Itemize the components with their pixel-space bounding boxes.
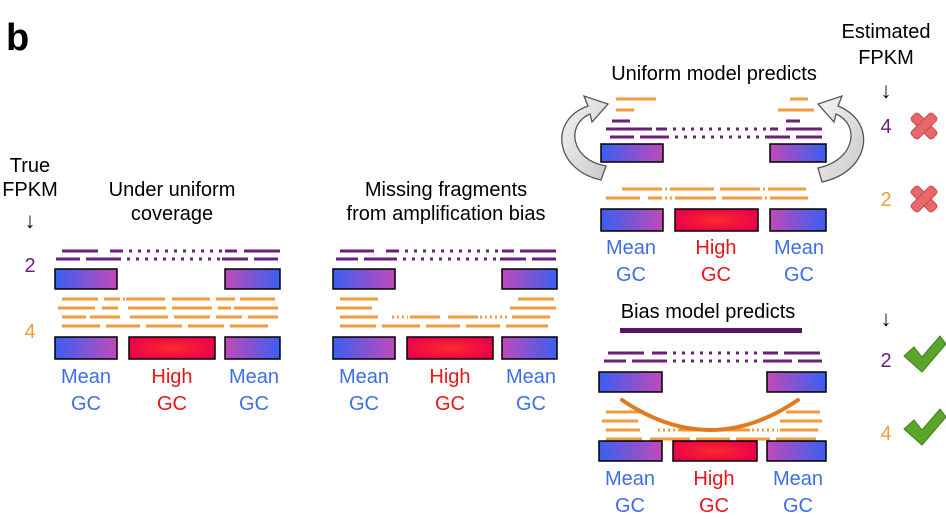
gc-high-label: High [695,237,736,259]
checkmark-icon [903,408,946,446]
gc-label: GC [616,264,646,286]
purple-reads [604,351,822,363]
uniform-estimate-orange: 2 [880,189,891,211]
exon-right-bar [224,268,281,290]
gc-label: GC [435,393,465,415]
exon-right-bar-2 [766,440,827,462]
purple-reads [336,249,556,261]
gc-mean-label: Mean [61,366,111,388]
gc-high-label: High [693,468,734,490]
exon-middle-high-gc-bar [128,336,216,360]
exon-left-bar-2 [332,336,396,360]
exon-right-bar [769,143,827,163]
panel1-title-2: coverage [131,203,213,225]
orange-reads [602,410,822,441]
exon-left-bar [598,371,663,393]
gc-mean-label: Mean [773,468,823,490]
panel2-title-1: Missing fragments [365,179,527,201]
panel1-title-1: Under uniform [109,179,236,201]
exon-left-bar [600,143,664,163]
bias-estimate-orange: 4 [880,423,891,445]
purple-reads [56,249,280,261]
true-fpkm-label-1: True [10,155,50,177]
bias-estimate-purple: 2 [880,350,891,372]
down-arrow-icon: ↓ [881,306,892,331]
gc-label: GC [157,393,187,415]
orange-reads [606,187,808,200]
exon-right-bar-2 [769,208,827,232]
gc-mean-label: Mean [339,366,389,388]
exon-left-bar [332,268,396,290]
orange-reads [336,297,556,328]
gc-label: GC [783,495,813,517]
exon-left-bar [54,268,118,290]
exon-left-bar-2 [600,208,664,232]
bias-correction-curve [620,398,800,432]
panel4-title: Bias model predicts [621,301,796,323]
gc-label: GC [784,264,814,286]
gc-label: GC [239,393,269,415]
curved-arrow-left-icon [561,94,610,181]
checkmark-icon [903,335,946,373]
gc-mean-label: Mean [605,468,655,490]
orange-reads-top [616,97,814,112]
exon-middle-high-gc-bar [674,208,759,232]
purple-reads [606,119,822,139]
panel-uniform-coverage: Under uniform coverage [54,179,281,415]
estimated-label-1: Estimated [842,21,931,43]
exon-right-bar-2 [501,336,558,360]
gc-label: GC [701,264,731,286]
exon-middle-high-gc-bar [406,336,494,360]
true-value-orange: 4 [24,321,35,343]
panel-bias-model: Bias model predicts Mean GC [598,301,827,517]
gc-mean-label: Mean [506,366,556,388]
exon-left-bar-2 [598,440,663,462]
exon-left-bar-2 [54,336,118,360]
gc-mean-label: Mean [774,237,824,259]
cross-icon [910,185,938,213]
gc-mean-label: Mean [606,237,656,259]
down-arrow-icon: ↓ [25,208,36,233]
true-fpkm-label-2: FPKM [2,179,58,201]
panel3-title: Uniform model predicts [611,63,817,85]
panel2-title-2: from amplification bias [347,203,546,225]
gc-label: GC [71,393,101,415]
estimated-fpkm-column: Estimated FPKM ↓ 4 2 ↓ 2 4 [842,21,946,446]
gc-label: GC [699,495,729,517]
panel-label: b [6,17,29,59]
orange-reads [58,297,278,328]
exon-right-bar [501,268,558,290]
exon-middle-high-gc-bar [672,440,758,462]
gc-label: GC [516,393,546,415]
true-value-purple: 2 [24,255,35,277]
exon-right-bar-2 [224,336,281,360]
gc-mean-label: Mean [229,366,279,388]
gc-high-label: High [151,366,192,388]
cross-icon [910,112,938,140]
curved-arrow-right-icon [816,94,865,183]
bias-model-bar [620,328,802,333]
panel-uniform-model: Uniform model predicts [561,63,865,286]
gc-high-label: High [429,366,470,388]
panel-missing-fragments: Missing fragments from amplification bia… [332,179,558,415]
down-arrow-icon: ↓ [881,78,892,103]
uniform-estimate-purple: 4 [880,116,891,138]
gc-label: GC [349,393,379,415]
gc-label: GC [615,495,645,517]
estimated-label-2: FPKM [858,47,914,69]
exon-right-bar [766,371,827,393]
